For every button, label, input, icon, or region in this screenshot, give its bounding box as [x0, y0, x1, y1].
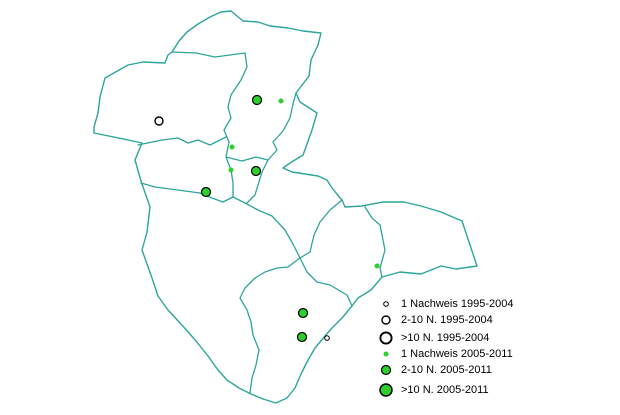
record-dot — [200, 186, 212, 198]
record-dots-layer — [154, 94, 380, 343]
legend-item: 1 Nachweis 1995-2004 — [378, 296, 514, 312]
legend-item: >10 N. 2005-2011 — [378, 382, 489, 398]
record-dot — [154, 116, 164, 126]
record-dot — [228, 167, 234, 173]
legend-symbol-circle — [379, 331, 393, 345]
record-dot — [250, 165, 262, 177]
legend-symbol-circle — [380, 364, 392, 376]
legend-symbol-icon — [378, 296, 394, 312]
legend-item-label: 2-10 N. 1995-2004 — [401, 314, 493, 326]
legend-symbol-icon — [378, 362, 394, 378]
legend-symbol-circle — [379, 383, 393, 397]
record-dot — [324, 335, 330, 341]
legend-item-label: 1 Nachweis 1995-2004 — [401, 298, 514, 310]
district-boundaries — [137, 51, 386, 394]
legend-symbol-circle — [383, 301, 389, 307]
legend-symbol-circle — [383, 351, 389, 357]
record-dot — [374, 263, 380, 269]
legend-symbol-icon — [378, 330, 394, 346]
record-dot — [296, 331, 308, 343]
legend-item-label: >10 N. 1995-2004 — [401, 332, 490, 344]
record-dot — [297, 307, 309, 319]
legend-item-label: >10 N. 2005-2011 — [401, 384, 489, 396]
legend-item: 1 Nachweis 2005-2011 — [378, 346, 513, 362]
legend-item-label: 2-10 N. 2005-2011 — [401, 364, 492, 376]
legend-symbol-circle — [381, 315, 391, 325]
legend-symbol-icon — [378, 382, 394, 398]
legend-symbol-icon — [378, 312, 394, 328]
legend-symbol-icon — [378, 346, 394, 362]
record-dot — [278, 98, 284, 104]
legend-item: >10 N. 1995-2004 — [378, 330, 489, 346]
record-dot — [251, 94, 263, 106]
outer-boundary — [93, 10, 478, 404]
legend-item-label: 1 Nachweis 2005-2011 — [401, 348, 513, 360]
record-dot — [229, 144, 235, 150]
legend-item: 2-10 N. 1995-2004 — [378, 312, 493, 328]
legend-item: 2-10 N. 2005-2011 — [378, 362, 492, 378]
